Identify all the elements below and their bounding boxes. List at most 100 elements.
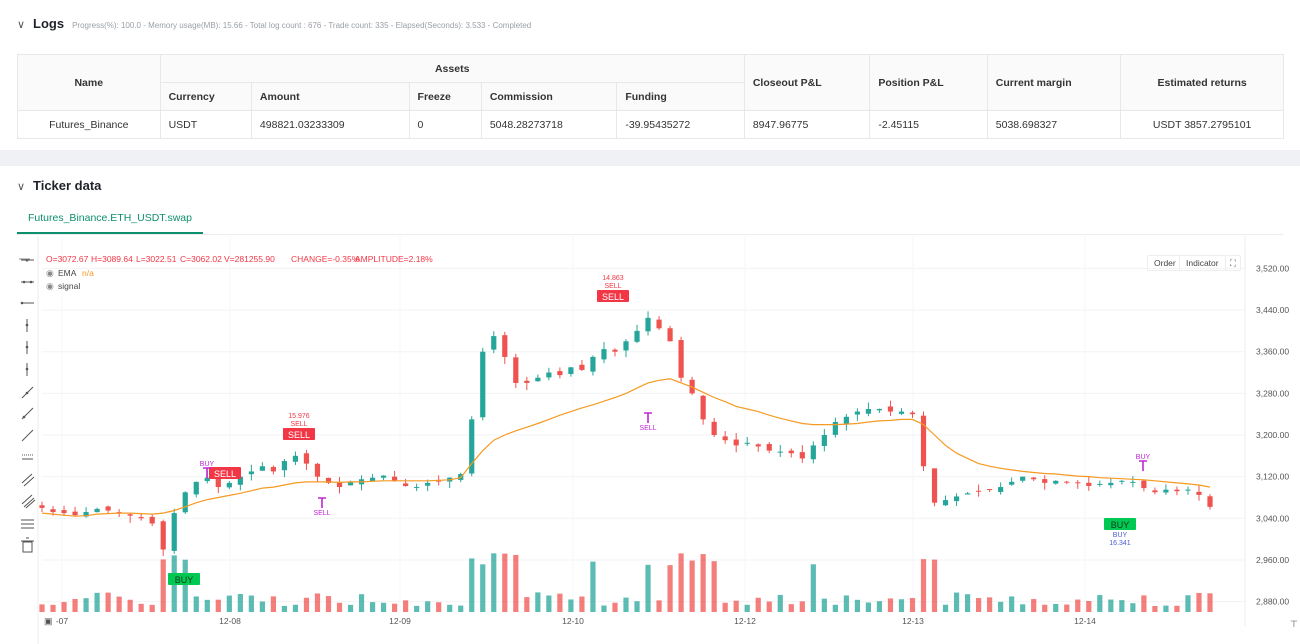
volume-bar xyxy=(425,601,431,612)
cell-commission: 5048.28273718 xyxy=(480,110,618,139)
parallel-channel-icon[interactable] xyxy=(21,473,35,487)
volume-bar xyxy=(248,595,254,612)
volume-bar xyxy=(1042,604,1048,612)
cell-name: Futures_Binance xyxy=(17,110,161,139)
volume-bar xyxy=(392,603,398,612)
col-position: Position P&L xyxy=(869,54,988,111)
candle-body xyxy=(403,483,409,487)
indicator-button[interactable]: Indicator xyxy=(1179,255,1226,271)
volume-bar xyxy=(1174,605,1180,612)
chevron-down-icon[interactable]: ∨ xyxy=(17,19,26,31)
candle-body xyxy=(645,317,651,332)
volume-bar xyxy=(347,604,354,612)
candle-body xyxy=(248,471,254,475)
volume-bar xyxy=(832,604,838,612)
price-tick-label: 2,960.00 xyxy=(1256,555,1289,565)
volume-bar xyxy=(876,601,883,612)
price-tick-label: 3,280.00 xyxy=(1256,388,1289,398)
trend-line-icon[interactable] xyxy=(21,386,34,399)
order-button[interactable]: Order xyxy=(1147,255,1183,271)
volume-bar xyxy=(887,598,894,612)
marker-qty: 15.976 xyxy=(288,413,310,420)
volume-bar xyxy=(799,601,805,612)
time-tick-label: 12-10 xyxy=(562,616,584,626)
volume-bar xyxy=(105,592,111,612)
fib-channel-icon[interactable] xyxy=(21,494,36,509)
col-name: Name xyxy=(17,54,161,111)
vertical-ray-icon[interactable] xyxy=(25,363,29,376)
volume-bar xyxy=(215,599,221,612)
candle-body xyxy=(94,508,100,513)
ticker-title: Ticker data xyxy=(33,178,102,193)
candle-body xyxy=(1130,481,1136,483)
candle-body xyxy=(953,496,960,502)
signal-arrow-icon xyxy=(1139,460,1147,471)
volume-bar xyxy=(1064,604,1070,612)
col-margin: Current margin xyxy=(986,54,1122,111)
candle-body xyxy=(1141,480,1147,489)
vertical-segment-icon[interactable] xyxy=(25,341,29,354)
buy-marker xyxy=(1104,518,1136,530)
candle-body xyxy=(909,412,916,415)
volume-bar xyxy=(678,553,684,612)
volume-bar xyxy=(447,604,453,612)
vertical-line-icon[interactable] xyxy=(25,319,29,332)
legend-ema-value: n/a xyxy=(82,268,94,278)
marker-kind: BUY xyxy=(1113,532,1128,539)
volume-bar xyxy=(1053,603,1059,612)
price-axis[interactable]: 3,520.00 3,440.00 3,360.00 3,280.00 3,200.00… xyxy=(1244,236,1289,626)
candle-body xyxy=(226,482,232,488)
chart-grid xyxy=(42,236,1245,612)
trash-icon[interactable] xyxy=(21,537,34,553)
col-closeout: Closeout P&L xyxy=(743,54,871,111)
price-chart[interactable]: SELL15.976SELLSELL14.863SELLBUYBUY16.341… xyxy=(0,236,1300,644)
pitchfork-icon[interactable] xyxy=(22,454,33,460)
scale-icon: ⊤ xyxy=(1290,619,1298,629)
volume-bar xyxy=(843,595,849,612)
candle-body xyxy=(887,406,894,412)
volume-bar xyxy=(138,603,144,612)
fib-retracement-icon[interactable] xyxy=(21,519,34,529)
candle-body xyxy=(876,408,883,411)
candle-body xyxy=(998,487,1004,492)
candle-body xyxy=(1086,482,1092,487)
time-axis[interactable]: -07 12-08 12-09 12-10 12-12 12-13 12-14 ▣ ⊤ xyxy=(44,616,1298,629)
eye-icon[interactable]: ◉ xyxy=(46,268,54,278)
volume-bar xyxy=(1020,604,1026,612)
candle-body xyxy=(237,476,243,485)
candle-body xyxy=(1152,490,1158,493)
logs-header[interactable]: ∨ Logs Progress(%): 100.0 - Memory usage… xyxy=(17,16,531,31)
candle-body xyxy=(821,435,827,446)
chevron-down-icon[interactable]: ∨ xyxy=(17,181,26,193)
time-tick-label: 12-08 xyxy=(219,616,241,626)
candle-body xyxy=(1031,477,1037,480)
volume-bar xyxy=(612,602,618,612)
extended-line-icon[interactable] xyxy=(21,429,34,442)
price-tick-label: 3,360.00 xyxy=(1256,347,1289,357)
ticker-header[interactable]: ∨ Ticker data xyxy=(17,178,101,193)
trend-ray-icon[interactable] xyxy=(21,407,34,420)
candle-body xyxy=(579,364,585,370)
horizontal-ray-icon[interactable] xyxy=(20,301,34,305)
candle-body xyxy=(920,415,927,467)
horizontal-line-icon[interactable] xyxy=(21,280,34,284)
col-returns: Estimated returns xyxy=(1120,54,1284,111)
price-tick-label: 3,120.00 xyxy=(1256,472,1289,482)
candle-body xyxy=(1185,489,1191,491)
sell-marker xyxy=(209,467,241,479)
logs-title: Logs xyxy=(33,16,65,31)
volume-bar xyxy=(645,564,651,612)
eye-icon[interactable]: ◉ xyxy=(46,281,54,291)
signal-arrow-icon xyxy=(203,467,211,478)
volume-bar xyxy=(336,602,343,612)
volume-bar xyxy=(601,605,607,612)
fullscreen-icon[interactable]: ⛶ xyxy=(1225,255,1241,271)
candle-body xyxy=(546,372,552,378)
volume-bar xyxy=(810,564,816,612)
volume-bar xyxy=(733,600,739,612)
volume-bar xyxy=(755,597,761,612)
candle-body xyxy=(623,341,629,351)
tab-eth-usdt-swap[interactable]: Futures_Binance.ETH_USDT.swap xyxy=(17,204,203,234)
volume-bar xyxy=(193,596,199,612)
volume-bar xyxy=(149,604,155,612)
